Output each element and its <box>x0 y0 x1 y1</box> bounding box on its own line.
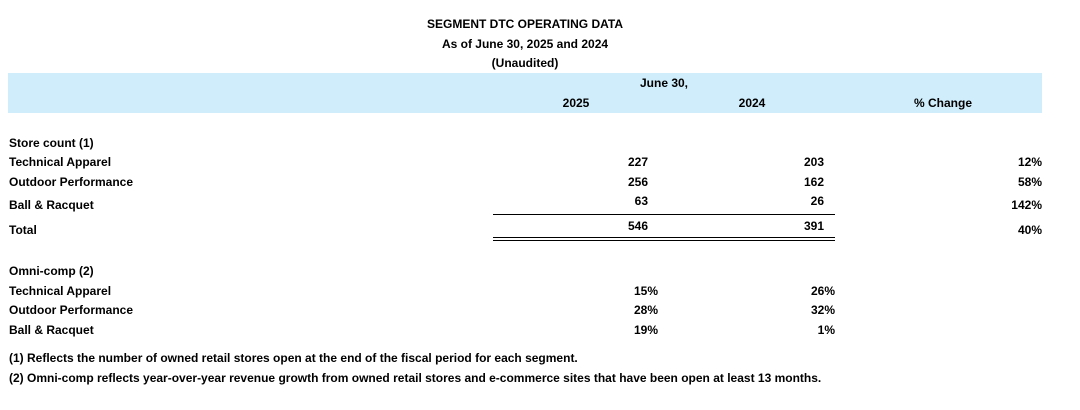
omni-row-2024: 1% <box>817 323 835 337</box>
header-col-2024: 2024 <box>738 96 766 110</box>
subtotal-rule <box>493 214 835 215</box>
footnote-1: (1) Reflects the number of owned retail … <box>9 351 578 365</box>
omni-row-2024: 26% <box>810 284 835 298</box>
footnote-2: (2) Omni-comp reflects year-over-year re… <box>9 371 822 385</box>
total-double-rule-bottom <box>493 240 835 241</box>
store-row-change: 12% <box>1017 155 1042 169</box>
store-row-label: Technical Apparel <box>9 155 112 169</box>
header-group-label: June 30, <box>639 76 689 90</box>
title-line-1: SEGMENT DTC OPERATING DATA <box>427 17 623 31</box>
omni-row-2025: 15% <box>633 284 658 298</box>
store-total-2025: 546 <box>627 219 648 233</box>
omni-row-2025: 19% <box>633 323 658 337</box>
store-total-label: Total <box>9 223 37 237</box>
omni-row-label: Ball & Racquet <box>9 323 94 337</box>
total-double-rule-top <box>493 237 835 238</box>
store-row-change: 58% <box>1017 175 1042 189</box>
header-col-2025: 2025 <box>562 96 590 110</box>
store-row-2024: 26 <box>810 194 824 208</box>
store-count-heading: Store count (1) <box>9 136 94 150</box>
store-total-2024: 391 <box>803 219 824 233</box>
title-line-2: As of June 30, 2025 and 2024 <box>441 37 609 51</box>
omni-row-label: Outdoor Performance <box>9 303 134 317</box>
store-total-change: 40% <box>1017 223 1042 237</box>
omni-row-2025: 28% <box>633 303 658 317</box>
omni-row-2024: 32% <box>810 303 835 317</box>
store-row-label: Outdoor Performance <box>9 175 134 189</box>
store-row-label: Ball & Racquet <box>9 198 94 212</box>
store-row-2025: 256 <box>627 175 648 189</box>
omni-row-label: Technical Apparel <box>9 284 112 298</box>
omni-comp-heading: Omni-comp (2) <box>9 264 94 278</box>
store-row-2025: 227 <box>627 155 648 169</box>
title-line-3: (Unaudited) <box>491 56 559 70</box>
store-row-2024: 203 <box>803 155 824 169</box>
store-row-change: 142% <box>1011 198 1042 212</box>
store-row-2024: 162 <box>803 175 824 189</box>
header-col-change: % Change <box>913 96 972 110</box>
store-row-2025: 63 <box>634 194 648 208</box>
column-header-band <box>8 73 1042 113</box>
